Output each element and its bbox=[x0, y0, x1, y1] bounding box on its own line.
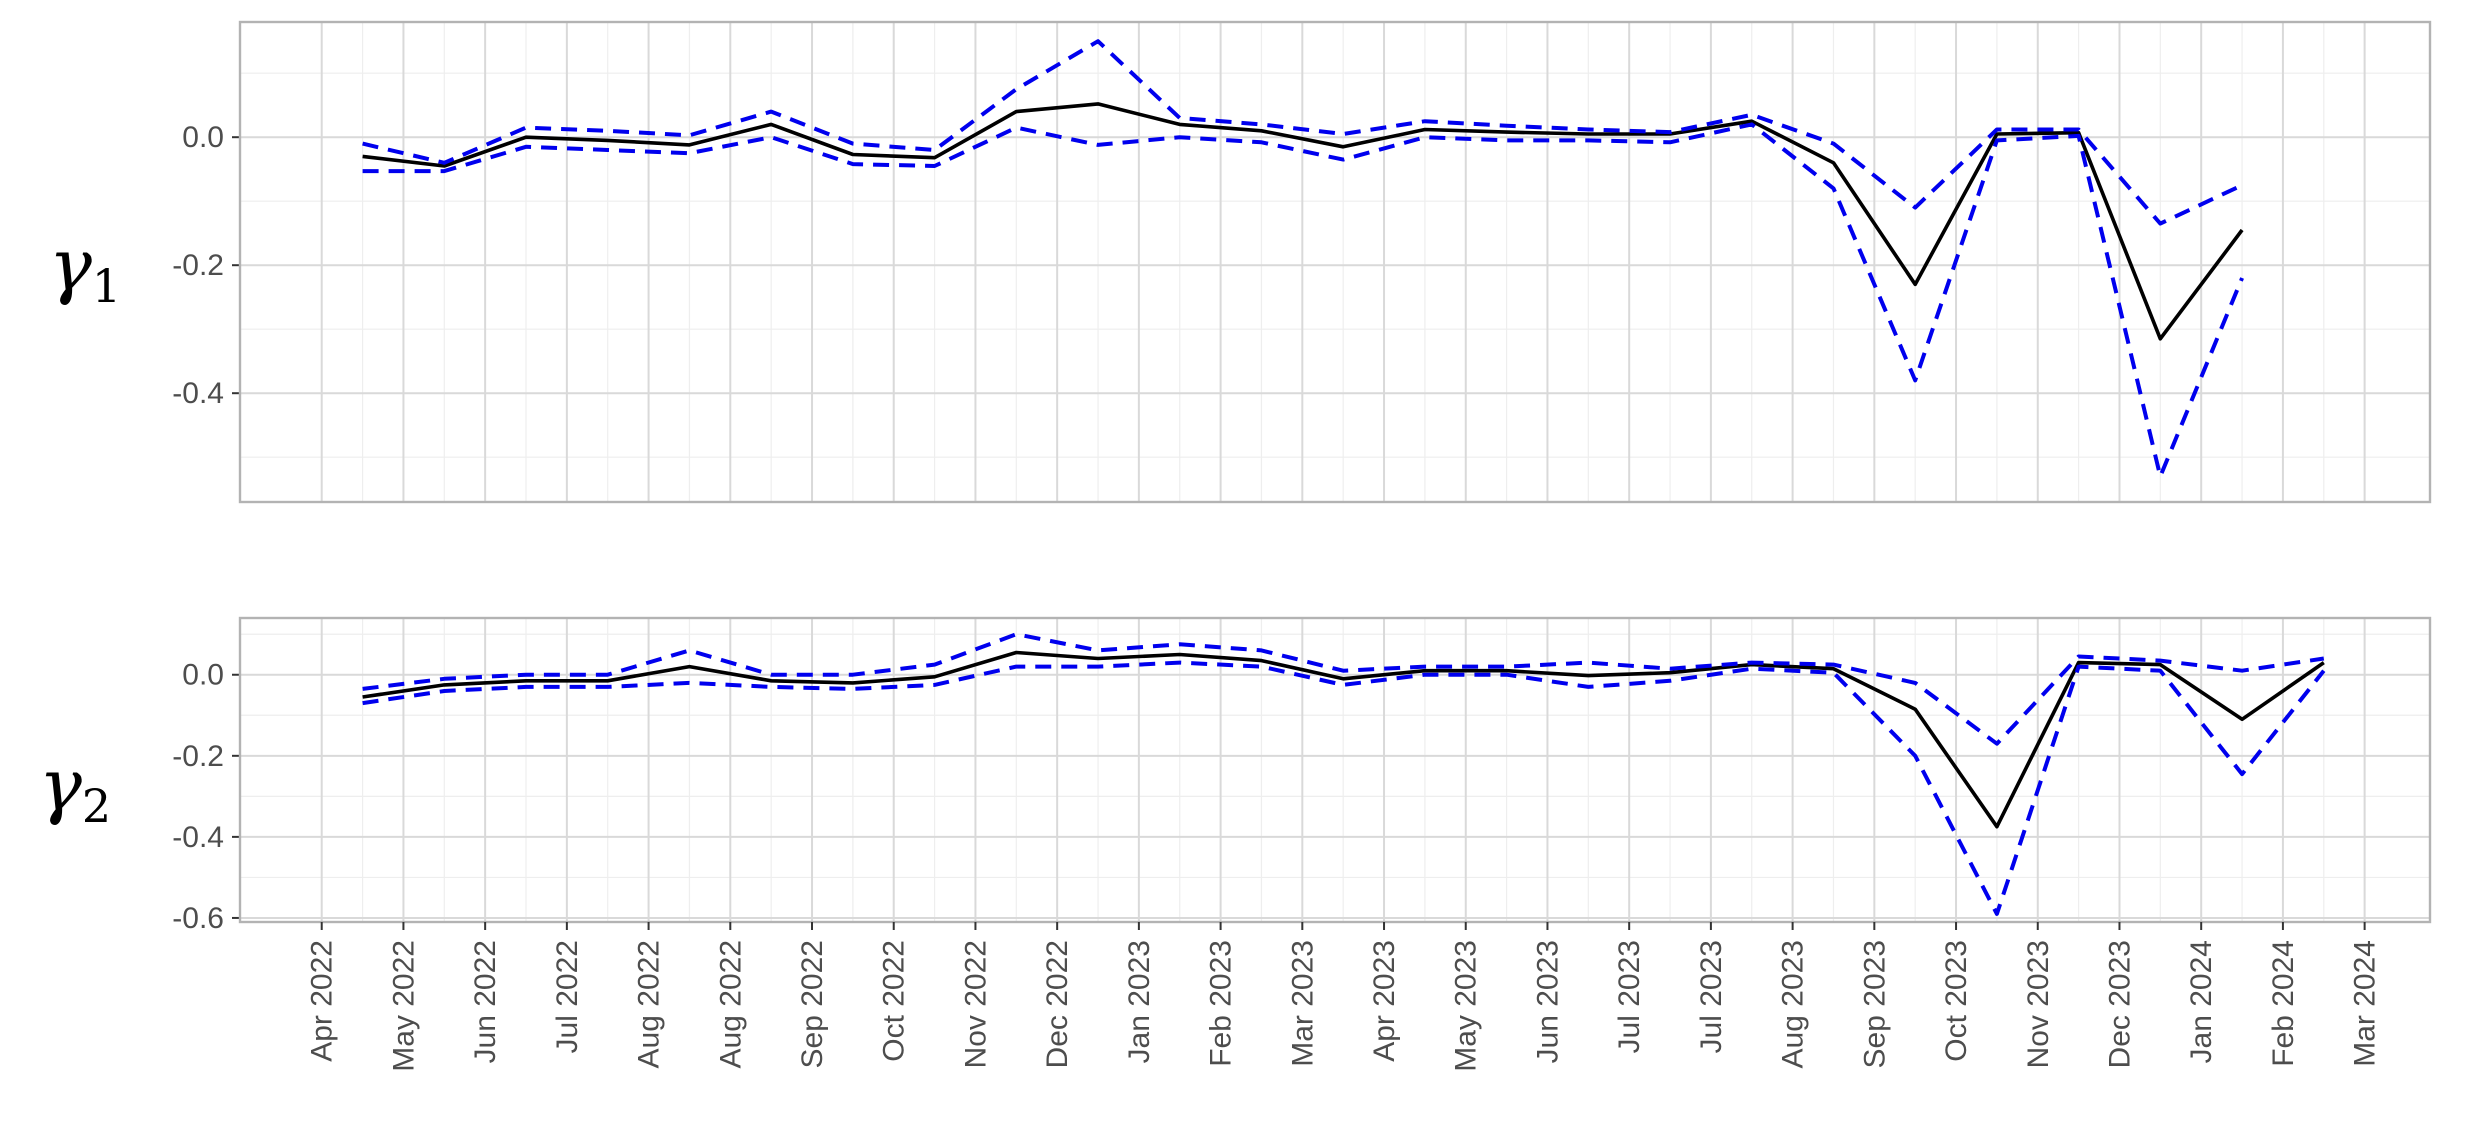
x-tick-label: Jan 2024 bbox=[2185, 940, 2218, 1063]
x-tick-label: Nov 2023 bbox=[2022, 940, 2055, 1068]
x-tick-label: Jul 2023 bbox=[1613, 940, 1646, 1053]
x-axis: Apr 2022 May 2022 Jun 2022 Jul 2022 Aug 2022… bbox=[306, 922, 2382, 1072]
panel-1: -0.4 -0.2 0.0 γ1 bbox=[49, 20, 2432, 504]
x-tick-label: Oct 2023 bbox=[1940, 940, 1973, 1062]
x-tick-label: Sep 2022 bbox=[796, 940, 829, 1068]
x-tick-label: May 2022 bbox=[387, 940, 420, 1072]
x-tick-label: Aug 2022 bbox=[633, 940, 666, 1068]
x-tick-label: Jan 2023 bbox=[1123, 940, 1156, 1063]
x-tick-label: Mar 2024 bbox=[2349, 940, 2382, 1067]
x-tick-label: Apr 2022 bbox=[306, 940, 339, 1062]
series-bound-line-1 bbox=[362, 632, 2325, 746]
x-tick-label: Jun 2023 bbox=[1531, 940, 1564, 1063]
y-tick-label: -0.2 bbox=[172, 740, 224, 773]
series-bound-line-2 bbox=[362, 660, 2326, 916]
y-tick-label: -0.4 bbox=[172, 821, 224, 854]
y-axis-label-subscript: 2 bbox=[82, 779, 111, 833]
y-tick-label: -0.4 bbox=[172, 377, 224, 410]
x-tick-label: Aug 2022 bbox=[714, 940, 747, 1068]
x-tick-label: Sep 2023 bbox=[1858, 940, 1891, 1068]
y-tick-label: -0.2 bbox=[172, 249, 224, 282]
panel-border bbox=[238, 20, 2432, 504]
y-tick-label: 0.0 bbox=[182, 121, 224, 154]
y-axis-label: γ2 bbox=[39, 743, 111, 833]
x-tick-label: Jul 2022 bbox=[551, 940, 584, 1053]
x-tick-label: Feb 2024 bbox=[2267, 940, 2300, 1067]
x-tick-label: Nov 2022 bbox=[959, 940, 992, 1068]
x-tick-label: Mar 2023 bbox=[1286, 940, 1319, 1067]
y-axis-label: γ1 bbox=[49, 223, 121, 313]
series-bound-line-2 bbox=[362, 122, 2244, 479]
panel-2: -0.6 -0.4 -0.2 0.0 γ2 bbox=[39, 616, 2432, 935]
series-estimate-line-0 bbox=[362, 102, 2244, 341]
panel-border bbox=[238, 616, 2432, 924]
series-estimate-line-0 bbox=[362, 650, 2325, 829]
x-tick-label: Dec 2022 bbox=[1041, 940, 1074, 1068]
x-tick-label: Jul 2023 bbox=[1695, 940, 1728, 1053]
x-tick-label: Dec 2023 bbox=[2103, 940, 2136, 1068]
x-tick-label: Jun 2022 bbox=[469, 940, 502, 1063]
series-bound-line-1 bbox=[362, 39, 2243, 226]
x-tick-label: Oct 2022 bbox=[878, 940, 911, 1062]
x-tick-label: Aug 2023 bbox=[1777, 940, 1810, 1068]
y-tick-label: -0.6 bbox=[172, 902, 224, 935]
y-axis-label-symbol: γ bbox=[49, 223, 93, 307]
x-tick-label: Apr 2023 bbox=[1368, 940, 1401, 1062]
y-tick-label: 0.0 bbox=[182, 659, 224, 692]
y-axis-label-subscript: 1 bbox=[92, 259, 121, 313]
x-tick-label: Feb 2023 bbox=[1205, 940, 1238, 1067]
x-tick-label: May 2023 bbox=[1450, 940, 1483, 1072]
plot-background bbox=[240, 22, 2430, 502]
y-axis-label-symbol: γ bbox=[39, 743, 83, 827]
